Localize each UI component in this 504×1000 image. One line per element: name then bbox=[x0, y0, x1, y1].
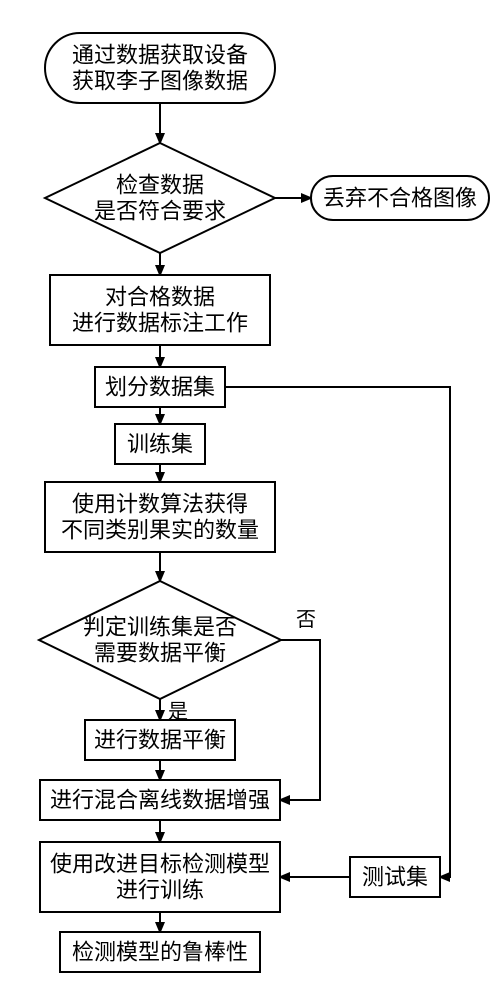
n10-text-1: 进行训练 bbox=[116, 878, 204, 903]
n3-text-0: 对合格数据 bbox=[105, 285, 215, 310]
n6: 使用计数算法获得不同类别果实的数量 bbox=[45, 482, 275, 552]
n8-text-0: 进行数据平衡 bbox=[94, 728, 226, 753]
n11-text-0: 检测模型的鲁棒性 bbox=[72, 940, 248, 965]
n12: 测试集 bbox=[350, 857, 440, 897]
polyline-n7-no-branch bbox=[280, 640, 320, 800]
n9: 进行混合离线数据增强 bbox=[40, 780, 280, 820]
n7-text-1: 需要数据平衡 bbox=[94, 641, 226, 666]
n7: 判定训练集是否需要数据平衡 bbox=[39, 581, 281, 699]
n7-text-0: 判定训练集是否 bbox=[83, 615, 237, 640]
n8: 进行数据平衡 bbox=[85, 720, 235, 760]
n11: 检测模型的鲁棒性 bbox=[60, 932, 260, 972]
n1: 通过数据获取设备获取李子图像数据 bbox=[45, 33, 275, 103]
n1-text-1: 获取李子图像数据 bbox=[72, 69, 248, 94]
n6-text-1: 不同类别果实的数量 bbox=[61, 518, 259, 543]
n2b-text-0: 丢弃不合格图像 bbox=[323, 186, 477, 211]
n4: 划分数据集 bbox=[95, 367, 225, 407]
n6-text-0: 使用计数算法获得 bbox=[72, 492, 248, 517]
n10: 使用改进目标检测模型进行训练 bbox=[40, 842, 280, 912]
n2: 检查数据是否符合要求 bbox=[45, 143, 275, 253]
flowchart-canvas: 通过数据获取设备获取李子图像数据检查数据是否符合要求丢弃不合格图像对合格数据进行… bbox=[0, 0, 504, 1000]
n2-text-1: 是否符合要求 bbox=[94, 199, 226, 224]
n3: 对合格数据进行数据标注工作 bbox=[50, 275, 270, 345]
n9-text-0: 进行混合离线数据增强 bbox=[50, 788, 270, 813]
n5-text-0: 训练集 bbox=[127, 432, 193, 457]
n3-text-1: 进行数据标注工作 bbox=[72, 311, 248, 336]
branch-label-1: 是 bbox=[168, 701, 188, 723]
n4-text-0: 划分数据集 bbox=[105, 375, 215, 400]
n2-text-0: 检查数据 bbox=[116, 173, 204, 198]
n12-text-0: 测试集 bbox=[362, 865, 428, 890]
nodes-layer: 通过数据获取设备获取李子图像数据检查数据是否符合要求丢弃不合格图像对合格数据进行… bbox=[39, 33, 489, 972]
n2b: 丢弃不合格图像 bbox=[311, 176, 489, 220]
branch-label-0: 否 bbox=[296, 609, 316, 631]
n5: 训练集 bbox=[115, 424, 205, 464]
n1-text-0: 通过数据获取设备 bbox=[72, 43, 248, 68]
n10-text-0: 使用改进目标检测模型 bbox=[50, 852, 270, 877]
